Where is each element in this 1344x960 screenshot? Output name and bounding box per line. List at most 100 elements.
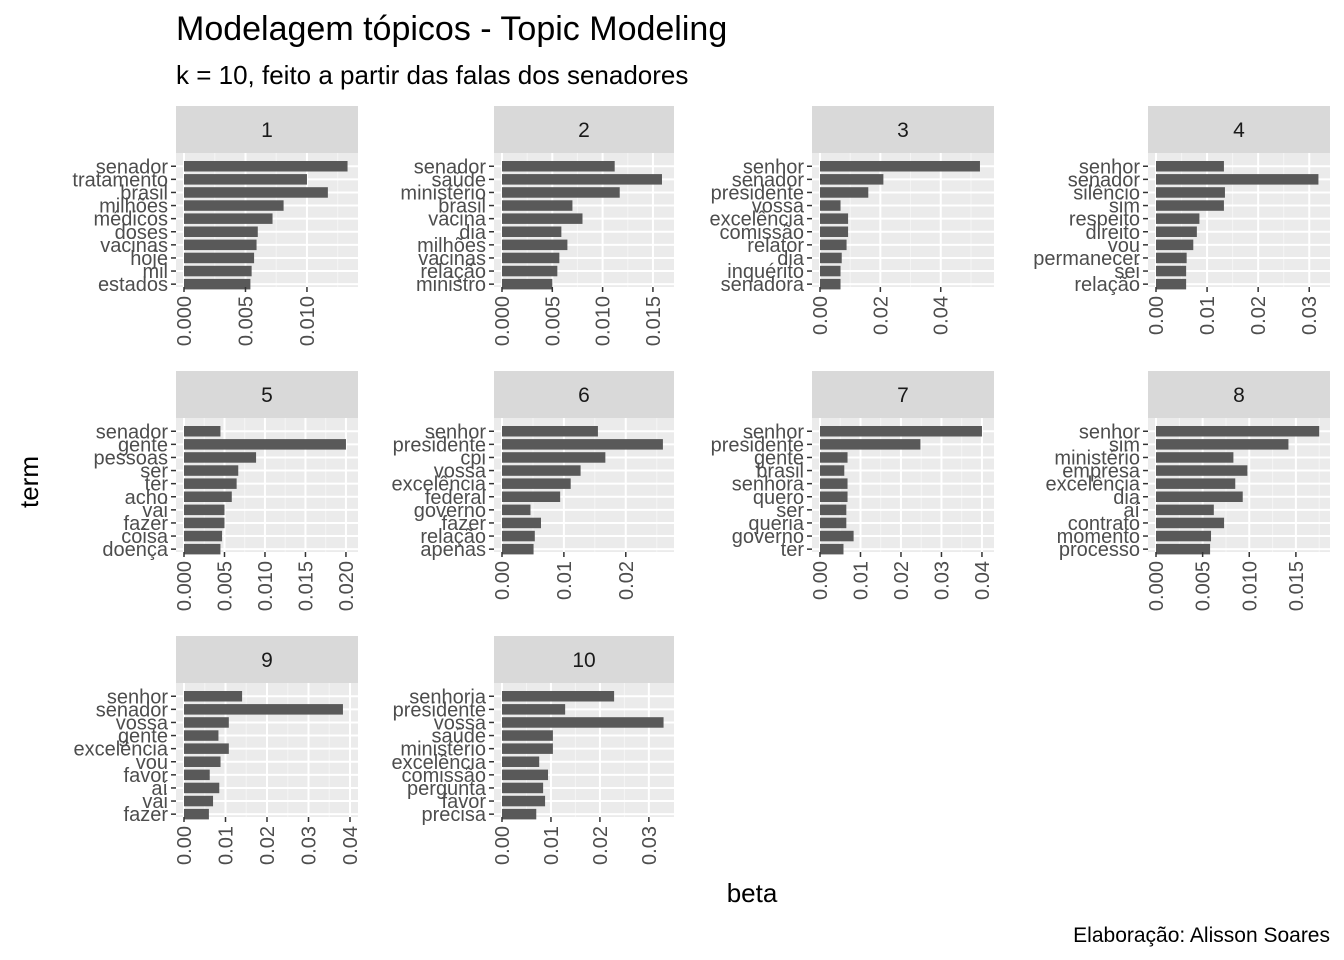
- facet-panel-1: 1 senadortratamentobrasilmilhõesmédicosdo…: [72, 106, 358, 346]
- y-tick-label: comissão: [402, 765, 486, 787]
- facet-strip: [1148, 371, 1330, 418]
- y-tick-label: ministério: [400, 182, 486, 204]
- y-tick-label: excelência: [391, 752, 486, 774]
- bar-senhor: [820, 161, 980, 172]
- y-tick-label: milhões: [417, 235, 486, 257]
- bar-excelência: [1156, 478, 1236, 489]
- facet-panel-8: 8 senhorsimministérioempresaexcelênciadia…: [1045, 371, 1330, 611]
- y-tick-label: mil: [142, 261, 168, 283]
- bar-estados: [184, 278, 251, 290]
- y-tick-label: pergunta: [407, 778, 487, 800]
- y-tick-label: direito: [1086, 222, 1140, 244]
- bar-ter: [184, 478, 237, 489]
- facet-strip-label: 8: [1233, 384, 1245, 407]
- x-tick-label: 0.02: [616, 561, 638, 600]
- bar-dia: [820, 252, 842, 264]
- x-tick-label: 0.000: [174, 561, 196, 611]
- bar-ser: [820, 504, 847, 516]
- y-tick-label: excelência: [709, 209, 804, 231]
- y-tick-label: aí: [151, 778, 168, 800]
- y-tick-label: doença: [102, 539, 168, 561]
- y-tick-label: governo: [732, 526, 804, 548]
- y-tick-label: vou: [1108, 235, 1140, 257]
- x-tick-label: 0.01: [216, 826, 238, 865]
- x-tick-label: 0.01: [554, 561, 576, 600]
- bar-gente: [184, 439, 346, 450]
- y-tick-label: médicos: [94, 209, 168, 231]
- x-tick-label: 0.010: [255, 561, 277, 611]
- bar-fazer: [502, 517, 541, 529]
- y-tick-label: fazer: [124, 513, 169, 535]
- bar-sei: [1156, 265, 1187, 277]
- y-tick-label: vai: [142, 500, 168, 522]
- bar-gente: [184, 730, 219, 741]
- bar-brasil: [184, 187, 328, 198]
- bar-contrato: [1156, 517, 1225, 529]
- bar-ministério: [502, 743, 553, 754]
- x-tick-label: 0.010: [593, 296, 615, 346]
- y-tick-label: fazer: [124, 804, 169, 826]
- bar-fazer: [184, 517, 225, 529]
- x-tick-label: 0.015: [295, 561, 317, 611]
- y-tick-label: relação: [420, 261, 486, 283]
- y-tick-label: ministério: [1054, 447, 1140, 469]
- bar-respeito: [1156, 213, 1200, 224]
- bar-excelência: [502, 756, 540, 767]
- bar-acho: [184, 491, 232, 502]
- y-tick-label: ministro: [416, 274, 486, 296]
- y-tick-label: comissão: [720, 222, 804, 244]
- bar-tratamento: [184, 174, 307, 185]
- facet-strip-label: 3: [897, 119, 909, 142]
- y-tick-label: ter: [781, 539, 805, 561]
- facet-strip-label: 7: [897, 384, 909, 407]
- bar-mil: [184, 265, 252, 277]
- y-tick-label: aí: [1123, 500, 1140, 522]
- x-tick-label: 0.02: [590, 826, 612, 865]
- x-tick-label: 0.010: [297, 296, 319, 346]
- bar-queria: [820, 517, 847, 529]
- y-tick-label: doses: [115, 222, 168, 244]
- facet-strip: [1148, 106, 1330, 153]
- bar-médicos: [184, 213, 273, 224]
- facet-strip: [494, 106, 674, 153]
- bar-relação: [502, 265, 558, 277]
- x-tick-label: 0.010: [1239, 561, 1261, 611]
- facet-strip-label: 5: [261, 384, 273, 407]
- y-tick-label: vacinas: [100, 235, 168, 257]
- bar-dia: [1156, 491, 1243, 502]
- y-tick-label: vai: [142, 791, 168, 813]
- y-tick-label: ser: [776, 500, 804, 522]
- x-tick-label: 0.005: [542, 296, 564, 346]
- bar-vai: [184, 795, 214, 807]
- facet-strip: [812, 106, 994, 153]
- bar-vou: [1156, 239, 1194, 251]
- y-tick-label: excelência: [391, 474, 486, 496]
- bar-presidente: [502, 704, 566, 715]
- bar-excelência: [184, 743, 229, 754]
- x-tick-label: 0.000: [174, 296, 196, 346]
- y-tick-label: saúde: [432, 726, 487, 748]
- y-tick-label: respeito: [1069, 209, 1140, 231]
- bar-senhoria: [502, 691, 615, 702]
- bar-direito: [1156, 226, 1197, 237]
- bar-vai: [184, 504, 225, 516]
- bar-excelência: [820, 213, 849, 224]
- bar-senador: [184, 704, 343, 715]
- bar-presidente: [502, 439, 663, 450]
- x-tick-label: 0.02: [870, 296, 892, 335]
- x-tick-label: 0.00: [810, 296, 832, 335]
- y-tick-label: relação: [420, 526, 486, 548]
- bar-senhor: [1156, 161, 1224, 172]
- bar-presidente: [820, 187, 869, 198]
- y-tick-label: vacinas: [418, 248, 486, 270]
- y-tick-label: senador: [96, 699, 169, 721]
- bar-ser: [184, 465, 239, 476]
- chart-subtitle: k = 10, feito a partir das falas dos sen…: [176, 60, 688, 90]
- facet-panel-7: 7 senhorpresidentegentebrasilsenhoraquero…: [711, 371, 994, 600]
- y-tick-label: presidente: [711, 182, 804, 204]
- bar-senador: [184, 161, 348, 172]
- y-tick-label: acho: [125, 487, 168, 509]
- facet-panel-5: 5 senadorgentepessoasserterachovaifazerco…: [94, 371, 358, 611]
- x-tick-label: 0.005: [1193, 561, 1215, 611]
- bar-comissão: [820, 226, 849, 237]
